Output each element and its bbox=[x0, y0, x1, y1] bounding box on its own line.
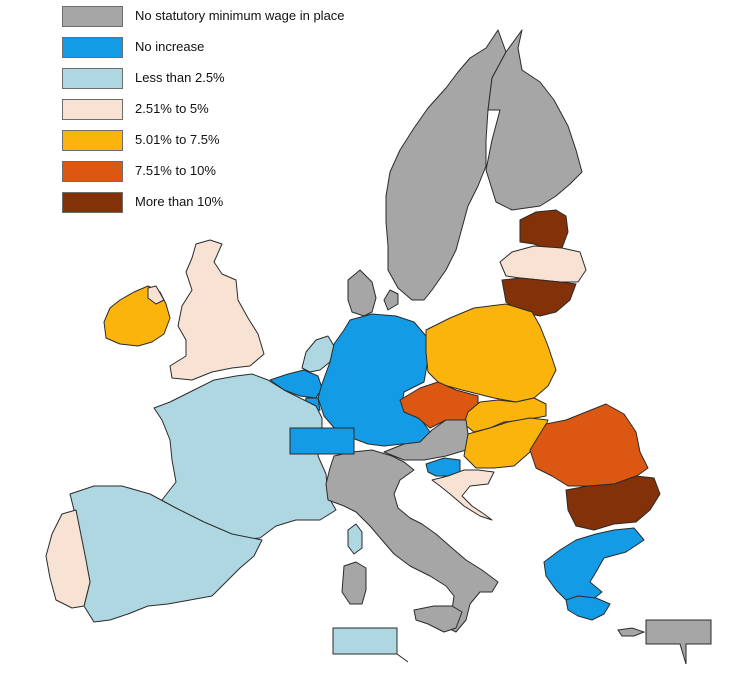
region-latvia bbox=[499, 245, 587, 283]
legend-item-less-than-2-5: Less than 2.5% bbox=[62, 68, 392, 94]
region-corsica bbox=[347, 523, 363, 555]
legend-swatch bbox=[62, 130, 123, 151]
region-estonia bbox=[519, 209, 569, 249]
region-sweden bbox=[385, 29, 507, 301]
region-romania bbox=[529, 403, 649, 487]
region-portugal bbox=[45, 509, 91, 609]
legend-item-5-01-to-7-5: 5.01% to 7.5% bbox=[62, 130, 392, 156]
legend-label: 2.51% to 5% bbox=[135, 101, 209, 116]
legend-label: 7.51% to 10% bbox=[135, 163, 216, 178]
legend-label: 5.01% to 7.5% bbox=[135, 132, 220, 147]
legend-item-no-increase: No increase bbox=[62, 37, 392, 63]
legend-swatch bbox=[62, 68, 123, 89]
region-united-kingdom bbox=[147, 239, 265, 381]
legend-swatch bbox=[62, 37, 123, 58]
legend-swatch bbox=[62, 99, 123, 120]
legend-item-more-than-10: More than 10% bbox=[62, 192, 392, 218]
legend-item-2-51-to-5: 2.51% to 5% bbox=[62, 99, 392, 125]
legend-swatch bbox=[62, 192, 123, 213]
callout-malta bbox=[332, 627, 409, 663]
region-croatia bbox=[431, 469, 495, 521]
region-france bbox=[153, 373, 337, 541]
region-germany bbox=[317, 313, 431, 447]
region-sicily bbox=[413, 605, 463, 633]
legend-label: More than 10% bbox=[135, 194, 224, 209]
callout-luxembourg bbox=[289, 427, 355, 455]
legend-swatch bbox=[62, 6, 123, 27]
legend-swatch bbox=[62, 161, 123, 182]
legend-label: No statutory minimum wage in place bbox=[135, 8, 345, 23]
callout-cyprus bbox=[645, 619, 712, 665]
legend-item-7-51-to-10: 7.51% to 10% bbox=[62, 161, 392, 187]
region-finland bbox=[485, 29, 583, 211]
legend-label: Less than 2.5% bbox=[135, 70, 225, 85]
region-crete bbox=[565, 595, 611, 621]
legend-label: No increase bbox=[135, 39, 205, 54]
region-cyprus bbox=[617, 627, 646, 637]
region-bulgaria bbox=[565, 475, 661, 531]
region-denmark bbox=[347, 269, 399, 317]
region-italy bbox=[325, 449, 499, 633]
region-greece bbox=[543, 527, 645, 609]
region-sardinia bbox=[341, 561, 367, 605]
legend-item-no-minimum-wage: No statutory minimum wage in place bbox=[62, 6, 392, 32]
